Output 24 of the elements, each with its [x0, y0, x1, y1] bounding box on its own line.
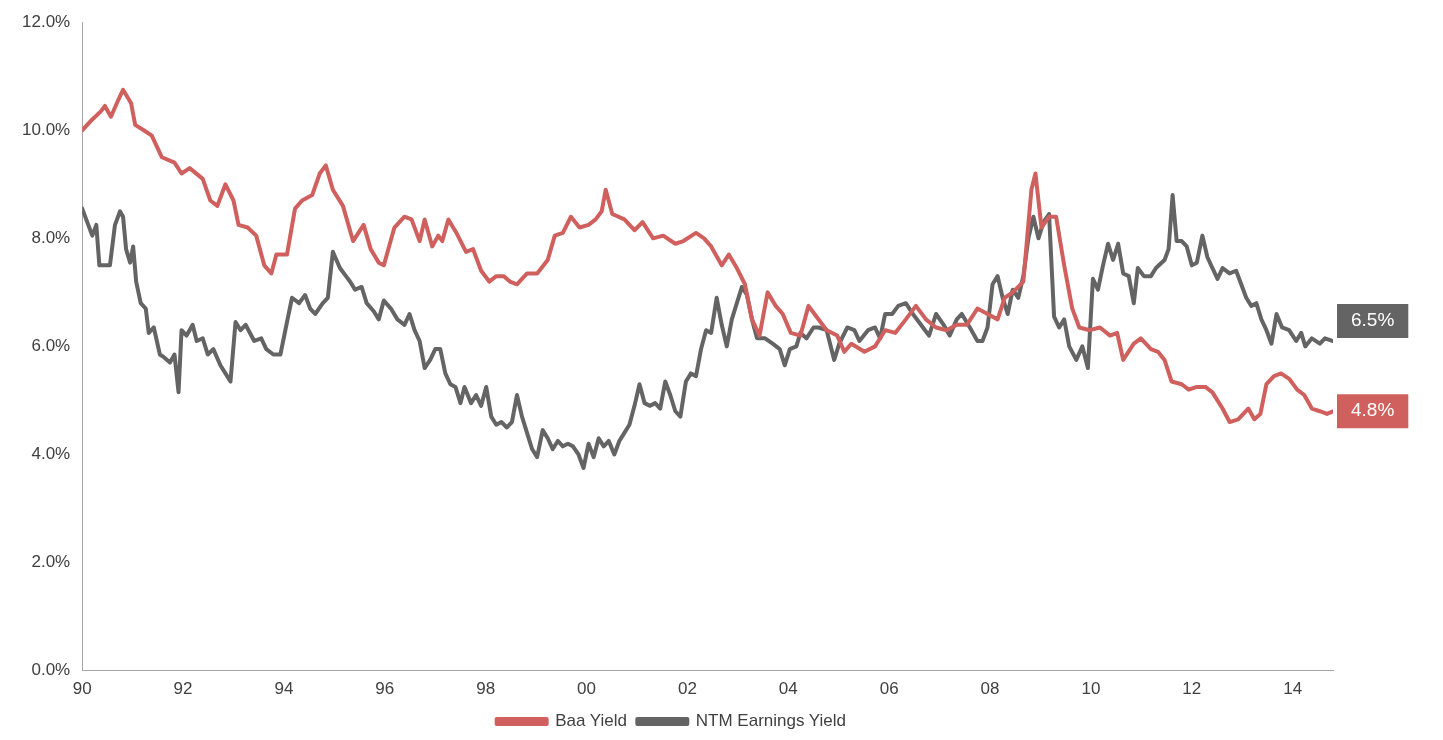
text: 4.8%: [1351, 399, 1395, 421]
x-tick-label: 96: [375, 679, 395, 699]
y-tick-label: 6.0%: [31, 336, 71, 356]
x-tick-label: 10: [1081, 679, 1101, 699]
text: 6.5%: [1351, 309, 1395, 331]
x-tick-label: 02: [677, 679, 697, 699]
x-tick-label: 06: [879, 679, 899, 699]
x-tick-label: 92: [173, 679, 193, 699]
y-tick-label: 12.0%: [22, 11, 71, 31]
x-tick-label: 90: [72, 679, 92, 699]
x-tick-label: 00: [577, 679, 597, 699]
x-tick-label: 04: [778, 679, 798, 699]
y-tick-label: 8.0%: [31, 228, 71, 248]
x-tick-label: 98: [476, 679, 496, 699]
legend-label: NTM Earnings Yield: [695, 711, 847, 731]
y-tick-label: 0.0%: [31, 660, 71, 680]
y-tick-label: 10.0%: [22, 119, 71, 139]
x-tick-label: 12: [1182, 679, 1202, 699]
legend-label: Baa Yield: [555, 711, 628, 731]
x-tick-label: 08: [980, 679, 1000, 699]
x-tick-label: 14: [1283, 679, 1303, 699]
y-tick-label: 4.0%: [31, 444, 71, 464]
x-tick-label: 94: [274, 679, 294, 699]
y-tick-label: 2.0%: [31, 552, 71, 572]
